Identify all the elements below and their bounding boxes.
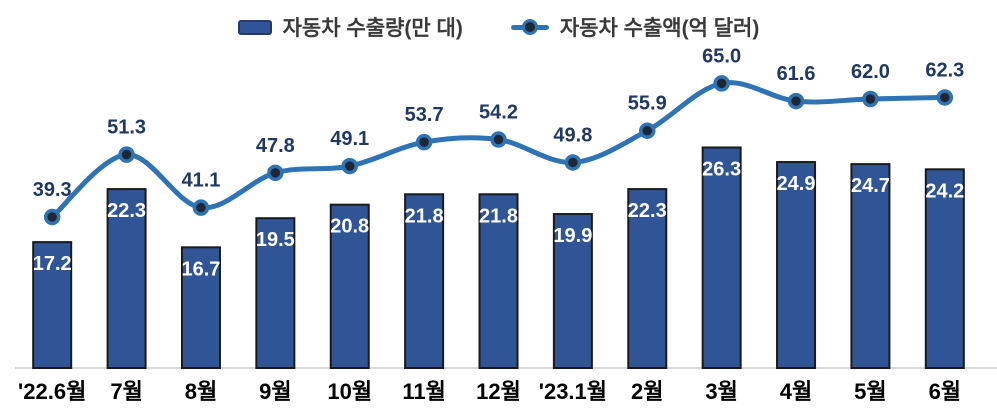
bar-series-swatch-icon (237, 19, 272, 35)
line-marker-icon (415, 133, 433, 151)
line-value-label: 65.0 (702, 45, 741, 67)
x-axis-label: '23.1월 (539, 379, 607, 404)
line-value-label: 53.7 (405, 104, 444, 126)
bar-value-label: 24.2 (925, 180, 964, 202)
line-marker-icon (639, 122, 656, 139)
line-series-swatch-icon (510, 18, 549, 36)
x-axis-label: 4월 (780, 379, 812, 404)
x-axis-label: 10월 (327, 379, 372, 404)
bar (552, 213, 593, 369)
bar (180, 246, 221, 370)
x-axis-label: 5월 (854, 379, 886, 404)
line-value-label: 49.1 (330, 128, 369, 150)
bar (478, 193, 519, 369)
legend-label-export-volume: 자동차 수출량(만 대) (282, 17, 463, 40)
bar-value-label: 16.7 (181, 258, 220, 280)
legend-label-export-value: 자동차 수출액(억 달러) (559, 17, 760, 40)
x-axis-label: 6월 (929, 379, 961, 404)
line-value-label: 55.9 (628, 93, 667, 115)
bar (404, 193, 445, 369)
line-value-label: 49.8 (553, 124, 592, 146)
line-value-label: 61.6 (777, 63, 816, 85)
line-marker-icon (192, 199, 210, 216)
bar (627, 188, 668, 369)
bar-value-label: 26.3 (702, 158, 741, 180)
bar (329, 203, 370, 369)
bar-value-label: 19.9 (553, 225, 592, 247)
line-marker-icon (564, 154, 582, 171)
bar (32, 241, 73, 369)
line-value-label: 62.0 (851, 61, 890, 83)
line-marker-icon (787, 92, 805, 110)
bar (701, 146, 742, 369)
x-axis-label: 9월 (259, 379, 291, 404)
line-marker-icon (862, 90, 879, 108)
line-swatch-marker-icon (521, 19, 538, 35)
bar (850, 163, 891, 369)
chart-legend: 자동차 수출량(만 대) 자동차 수출액(억 달러) (0, 12, 997, 42)
bar (106, 188, 147, 369)
x-axis-label: 2월 (631, 379, 663, 404)
bar-value-label: 22.3 (107, 200, 146, 222)
bar-value-label: 19.5 (256, 229, 295, 251)
line-marker-icon (713, 75, 730, 92)
x-axis-label: 7월 (110, 379, 142, 404)
bar (255, 217, 296, 369)
line-value-label: 54.2 (479, 102, 518, 124)
line-value-label: 41.1 (181, 170, 220, 192)
bar-value-label: 24.9 (777, 173, 816, 195)
bar-value-label: 21.8 (405, 205, 444, 227)
bar (776, 161, 817, 369)
line-marker-icon (936, 89, 954, 106)
bar-value-label: 21.8 (479, 205, 518, 227)
legend-item-export-value: 자동차 수출액(억 달러) (510, 12, 760, 42)
line-marker-icon (118, 146, 135, 163)
line-marker-icon (43, 208, 61, 226)
bar-value-label: 20.8 (330, 216, 369, 238)
x-axis-label: 8월 (185, 379, 217, 404)
bar-value-label: 24.7 (851, 175, 890, 197)
x-axis-label: 11월 (402, 379, 446, 404)
bar-value-label: 17.2 (33, 253, 72, 275)
x-axis-label: 12월 (476, 379, 521, 404)
bar-value-label: 22.3 (628, 200, 667, 222)
bar (924, 168, 965, 369)
line-value-label: 47.8 (256, 135, 295, 157)
legend-item-export-volume: 자동차 수출량(만 대) (237, 12, 463, 42)
line-marker-icon (267, 164, 284, 182)
line-marker-icon (341, 157, 358, 175)
line-marker-icon (490, 131, 507, 148)
line-value-label: 62.3 (925, 59, 964, 81)
line-value-label: 39.3 (33, 179, 72, 201)
x-axis-label: 3월 (705, 379, 737, 404)
x-axis-label: '22.6월 (18, 379, 86, 404)
line-value-label: 51.3 (107, 117, 146, 139)
